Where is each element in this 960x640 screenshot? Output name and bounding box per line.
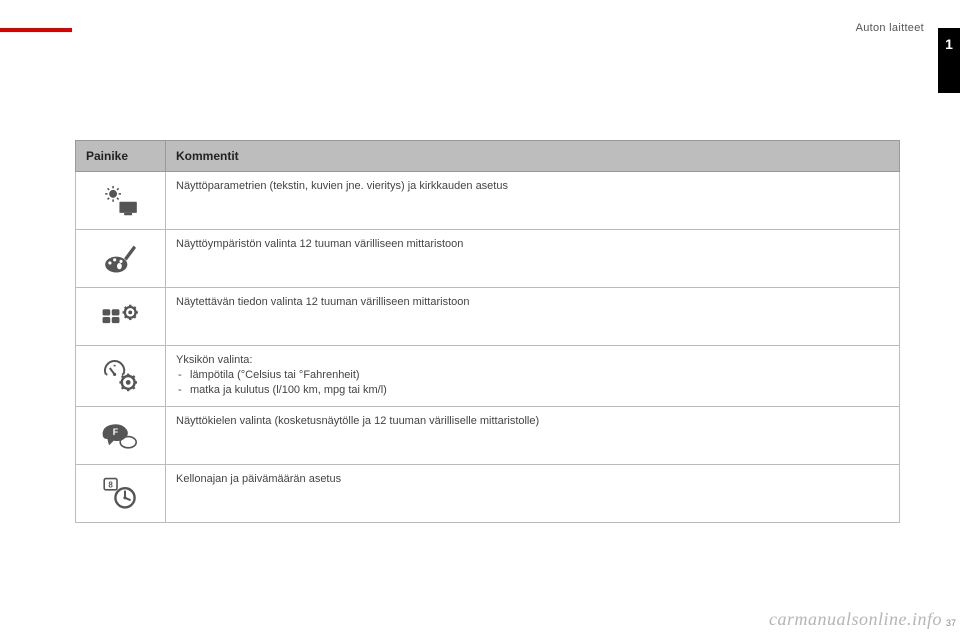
tiles-gear-icon bbox=[101, 302, 141, 332]
accent-bar bbox=[0, 28, 72, 32]
comment-text: Näytettävän tiedon valinta 12 tuuman vär… bbox=[176, 296, 470, 308]
settings-table-container: Painike Kommentit bbox=[75, 140, 900, 523]
col-header-kommentit: Kommentit bbox=[166, 141, 900, 172]
clock-date-icon: 8 bbox=[101, 475, 141, 511]
page-number: 37 bbox=[946, 618, 956, 628]
svg-text:F: F bbox=[112, 427, 118, 437]
table-row: Näytettävän tiedon valinta 12 tuuman vär… bbox=[76, 288, 900, 346]
comment-cell: Näyttöympäristön valinta 12 tuuman väril… bbox=[166, 230, 900, 288]
icon-cell bbox=[76, 172, 166, 230]
comment-cell: Yksikön valinta: lämpötila (°Celsius tai… bbox=[166, 346, 900, 407]
settings-table: Painike Kommentit bbox=[75, 140, 900, 523]
chapter-number: 1 bbox=[945, 36, 953, 52]
comment-cell: Kellonajan ja päivämäärän asetus bbox=[166, 464, 900, 522]
brightness-screen-icon bbox=[102, 184, 140, 218]
unit-item: matka ja kulutus (l/100 km, mpg tai km/l… bbox=[176, 383, 889, 398]
col-header-painike: Painike bbox=[76, 141, 166, 172]
icon-cell bbox=[76, 346, 166, 407]
icon-cell: F bbox=[76, 406, 166, 464]
palette-brush-icon bbox=[102, 242, 140, 276]
comment-text: Näyttökielen valinta (kosketusnäytölle j… bbox=[176, 415, 539, 427]
table-row: F Näyttökielen valinta (kosketusnäytölle… bbox=[76, 406, 900, 464]
comment-title: Yksikön valinta: bbox=[176, 354, 889, 366]
table-row: Yksikön valinta: lämpötila (°Celsius tai… bbox=[76, 346, 900, 407]
comment-text: Näyttöympäristön valinta 12 tuuman väril… bbox=[176, 238, 463, 250]
chapter-tab: 1 bbox=[938, 28, 960, 93]
comment-cell: Näyttökielen valinta (kosketusnäytölle j… bbox=[166, 406, 900, 464]
svg-text:8: 8 bbox=[108, 481, 113, 490]
icon-cell bbox=[76, 288, 166, 346]
table-row: Näyttöympäristön valinta 12 tuuman väril… bbox=[76, 230, 900, 288]
icon-cell bbox=[76, 230, 166, 288]
table-header-row: Painike Kommentit bbox=[76, 141, 900, 172]
page: Auton laitteet 1 Painike Kommentit bbox=[0, 0, 960, 640]
unit-item: lämpötila (°Celsius tai °Fahrenheit) bbox=[176, 368, 889, 383]
language-bubble-icon: F bbox=[101, 418, 141, 452]
icon-cell: 8 bbox=[76, 464, 166, 522]
comment-cell: Näyttöparametrien (tekstin, kuvien jne. … bbox=[166, 172, 900, 230]
comment-cell: Näytettävän tiedon valinta 12 tuuman vär… bbox=[166, 288, 900, 346]
unit-list: lämpötila (°Celsius tai °Fahrenheit) mat… bbox=[176, 368, 889, 398]
comment-text: Näyttöparametrien (tekstin, kuvien jne. … bbox=[176, 180, 508, 192]
watermark: carmanualsonline.info bbox=[769, 609, 942, 630]
gauge-gear-icon bbox=[101, 358, 141, 394]
comment-text: Kellonajan ja päivämäärän asetus bbox=[176, 473, 341, 485]
table-row: 8 Kellonajan ja päivämäärän asetus bbox=[76, 464, 900, 522]
table-row: Näyttöparametrien (tekstin, kuvien jne. … bbox=[76, 172, 900, 230]
section-label: Auton laitteet bbox=[856, 22, 924, 34]
